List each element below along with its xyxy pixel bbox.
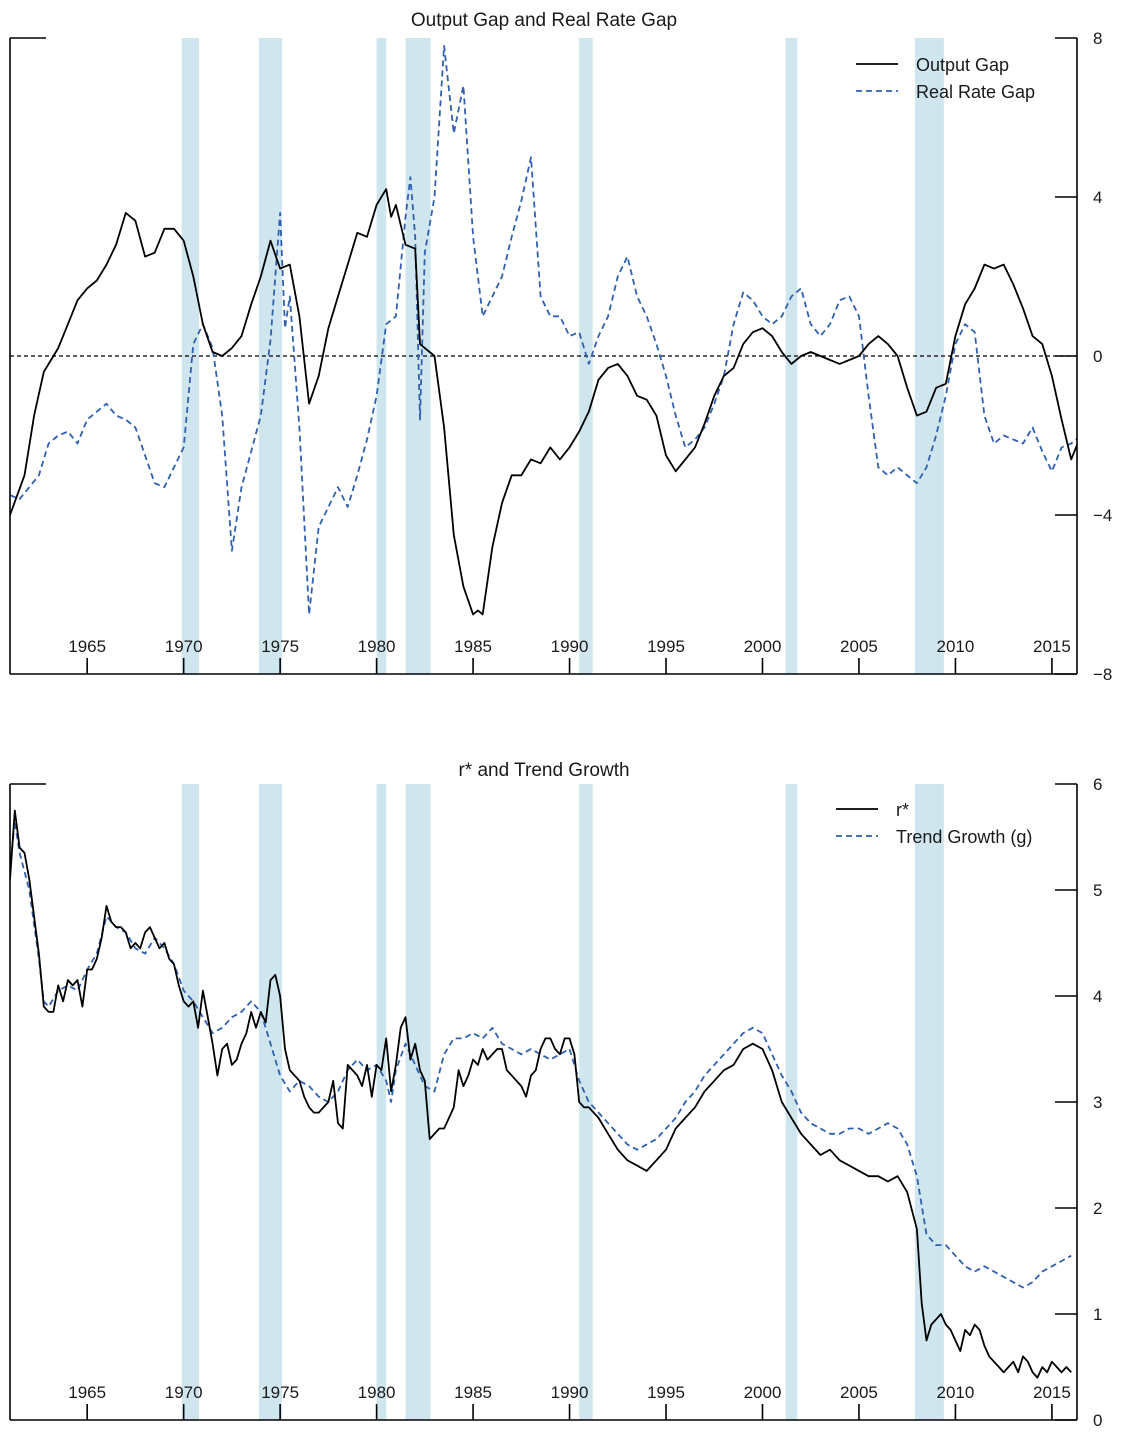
- output-gap-chart-title: Output Gap and Real Rate Gap: [411, 10, 677, 31]
- r-star-x-tick-label: 2005: [840, 1383, 878, 1402]
- r-star-chart-title: r* and Trend Growth: [458, 760, 629, 781]
- output-gap-x-tick-label: 2000: [744, 637, 782, 656]
- r-star-x-tick-label: 1970: [165, 1383, 203, 1402]
- output-gap-recession-band: [785, 38, 798, 674]
- output-gap-legend-label: Output Gap: [916, 55, 1009, 75]
- output-gap-panel: −8 −4 0 4 8 1965 1970 1975 1980 1985 1990 1995 2000 2…: [9, 10, 1112, 684]
- r-star-x-tick-label: 1990: [551, 1383, 589, 1402]
- output-gap-x-tick-label: 1985: [454, 637, 492, 656]
- output-gap-y-tick-label: 4: [1093, 188, 1102, 207]
- output-gap-y-tick-label: −8: [1093, 665, 1112, 684]
- r-star-recession-band: [579, 784, 593, 1420]
- r-star-y-tick-label: 3: [1093, 1093, 1102, 1112]
- r-star-y-tick-label: 4: [1093, 987, 1102, 1006]
- output-gap-y-tick-label: −4: [1093, 506, 1112, 525]
- r-star-x-tick-label: 1995: [647, 1383, 685, 1402]
- r-star-recession-band: [181, 784, 200, 1420]
- r-star-legend: r* Trend Growth (g): [836, 800, 1032, 847]
- output-gap-x-tick-label: 1980: [358, 637, 396, 656]
- r-star-x-tick-label: 1965: [68, 1383, 106, 1402]
- trend-growth-legend-label: Trend Growth (g): [896, 827, 1032, 847]
- output-gap-y-tick-label: 8: [1093, 29, 1102, 48]
- r-star-y-tick-label: 1: [1093, 1305, 1102, 1324]
- output-gap-x-tick-label: 1995: [647, 637, 685, 656]
- r-star-y-tick-label: 2: [1093, 1199, 1102, 1218]
- r-star-x-tick-label: 1980: [358, 1383, 396, 1402]
- output-gap-x-tick-label: 2005: [840, 637, 878, 656]
- r-star-x-tick-label: 2010: [937, 1383, 975, 1402]
- r-star-recession-band: [258, 784, 283, 1420]
- r-star-panel: 0 1 2 3 4 5 6 1965 1970 1975 1980 1985 1990 1995 2000 2…: [9, 760, 1102, 1430]
- r-star-x-tick-label: 1975: [261, 1383, 299, 1402]
- r-star-y-tick-label: 0: [1093, 1411, 1102, 1430]
- r-star-recession-band: [376, 784, 387, 1420]
- r-star-y-tick-label: 6: [1093, 775, 1102, 794]
- r-star-recession-band: [785, 784, 798, 1420]
- r-star-x-tick-label: 2000: [744, 1383, 782, 1402]
- output-gap-x-tick-label: 1970: [165, 637, 203, 656]
- output-gap-recession-band: [181, 38, 200, 674]
- r-star-x-tick-label: 1985: [454, 1383, 492, 1402]
- output-gap-line: [10, 188, 1077, 616]
- trend-growth-line: [10, 820, 1072, 1289]
- r-star-x-tick-label: 2015: [1033, 1383, 1071, 1402]
- output-gap-y-tick-label: 0: [1093, 347, 1102, 366]
- real-rate-gap-legend-label: Real Rate Gap: [916, 82, 1035, 102]
- output-gap-x-tick-label: 1965: [68, 637, 106, 656]
- r-star-line: [10, 809, 1072, 1379]
- r-star-legend-label: r*: [896, 800, 909, 820]
- r-star-recession-band: [914, 784, 944, 1420]
- r-star-y-tick-label: 5: [1093, 881, 1102, 900]
- output-gap-x-tick-label: 2015: [1033, 637, 1071, 656]
- output-gap-x-tick-label: 1975: [261, 637, 299, 656]
- output-gap-x-tick-label: 2010: [937, 637, 975, 656]
- output-gap-legend: Output Gap Real Rate Gap: [856, 55, 1035, 102]
- real-rate-gap-line: [10, 45, 1077, 616]
- output-gap-x-tick-label: 1990: [551, 637, 589, 656]
